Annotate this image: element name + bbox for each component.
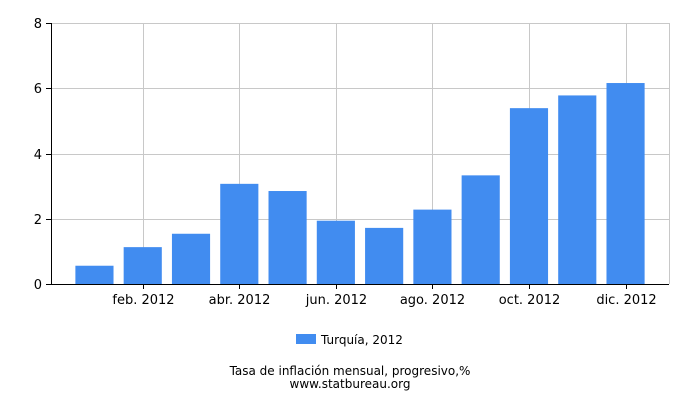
bar: [75, 265, 114, 284]
bar: [413, 209, 452, 284]
legend-swatch: [296, 334, 316, 344]
x-tick-label: feb. 2012: [112, 293, 174, 308]
y-tick-label: 0: [34, 278, 42, 293]
x-axis-ticks: feb. 2012 abr. 2012 jun. 2012 ago. 2012 oct.…: [112, 284, 657, 308]
bars: [75, 83, 645, 285]
y-axis-ticks: 0 2 4 6 8: [34, 17, 51, 293]
x-tick-label: oct. 2012: [499, 293, 561, 308]
bar: [558, 95, 597, 285]
bar: [268, 191, 307, 284]
y-tick-label: 2: [34, 213, 42, 228]
y-tick-label: 4: [34, 148, 42, 163]
bar: [123, 247, 162, 284]
x-tick-label: jun. 2012: [305, 293, 367, 308]
x-tick-label: abr. 2012: [209, 293, 271, 308]
bar: [316, 220, 355, 284]
legend-label: Turquía, 2012: [320, 333, 403, 347]
legend: Turquía, 2012: [296, 333, 403, 347]
axes: [51, 23, 669, 285]
bar: [365, 227, 404, 284]
x-tick-label: ago. 2012: [400, 293, 465, 308]
bar: [220, 183, 259, 284]
bar: [461, 175, 500, 284]
source-url: www.statbureau.org: [290, 377, 411, 391]
grid-lines: [51, 23, 670, 284]
bar: [606, 83, 645, 284]
y-tick-label: 6: [34, 82, 42, 97]
x-tick-label: dic. 2012: [596, 293, 656, 308]
bar: [509, 108, 549, 285]
chart-title: Tasa de inflación mensual, progresivo,%: [229, 364, 471, 378]
y-tick-label: 8: [34, 17, 42, 32]
bar: [171, 233, 211, 284]
